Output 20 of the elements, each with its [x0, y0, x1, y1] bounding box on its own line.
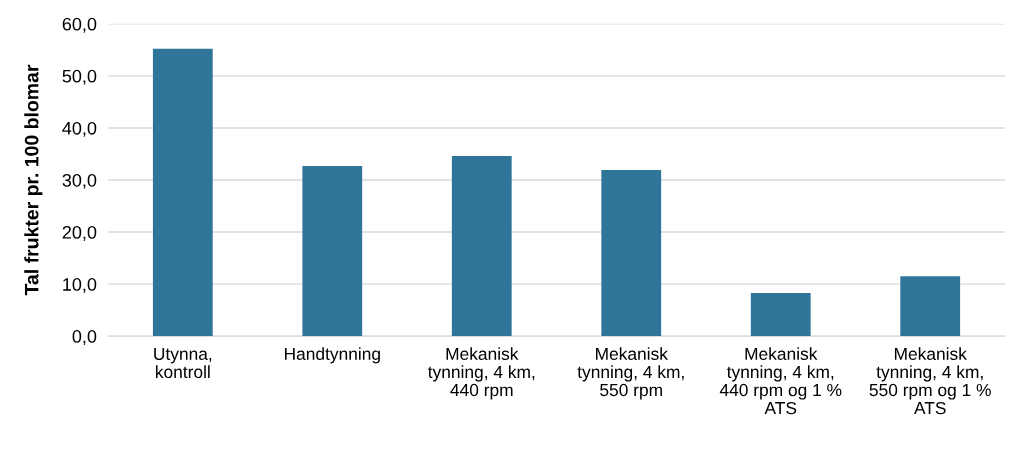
- bar: [900, 276, 961, 337]
- x-tick-label: Handtynning: [284, 347, 380, 364]
- y-tick-label: 60,0: [62, 17, 97, 33]
- bar: [451, 156, 512, 337]
- y-tick-label: 20,0: [62, 225, 97, 241]
- bar: [152, 48, 213, 337]
- x-tick-label: Mekanisk tynning, 4 km, 440 rpm og 1 % ATS: [719, 347, 842, 415]
- x-tick-label: Mekanisk tynning, 4 km, 550 rpm og 1 % ATS: [869, 347, 991, 415]
- x-tick-label: Mekanisk tynning, 4 km, 440 rpm: [428, 347, 535, 400]
- x-tick-label: Utynna, kontroll: [154, 347, 212, 379]
- y-tick-label: 40,0: [62, 121, 97, 137]
- x-tick-label: Mekanisk tynning, 4 km, 550 rpm: [577, 347, 684, 400]
- bar: [750, 292, 811, 337]
- bar: [302, 165, 363, 337]
- y-tick-label: 50,0: [62, 69, 97, 85]
- y-tick-label: 30,0: [62, 173, 97, 189]
- y-tick-label: 10,0: [63, 278, 97, 293]
- bar: [601, 170, 662, 337]
- y-axis-title: Tal frukter pr. 100 blomar: [24, 64, 43, 296]
- y-tick-label: 0,0: [72, 330, 97, 345]
